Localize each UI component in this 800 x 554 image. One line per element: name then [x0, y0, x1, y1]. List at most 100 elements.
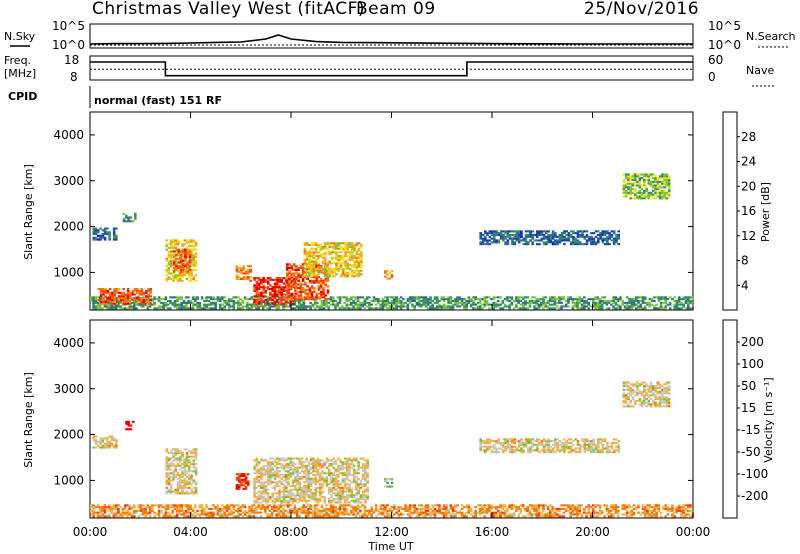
- heatmap-cell: [300, 507, 303, 510]
- heatmap-cell: [363, 504, 367, 507]
- heatmap-cell: [186, 252, 190, 255]
- heatmap-cell: [363, 301, 367, 304]
- heatmap-cell: [571, 307, 575, 310]
- heatmap-cell: [240, 270, 243, 273]
- heatmap-cell: [338, 301, 342, 304]
- heatmap-cell: [449, 307, 453, 310]
- heatmap-cell: [569, 507, 572, 510]
- heatmap-cell: [576, 506, 579, 509]
- heatmap-cell: [478, 301, 482, 304]
- heatmap-cell: [665, 193, 669, 196]
- heatmap-cell: [424, 299, 428, 302]
- heatmap-cell: [474, 307, 477, 310]
- heatmap-cell: [270, 511, 274, 514]
- heatmap-cell: [363, 303, 367, 306]
- heatmap-cell: [255, 511, 258, 514]
- heatmap-cell: [370, 506, 373, 509]
- heatmap-cell: [238, 485, 241, 488]
- heatmap-cell: [326, 298, 330, 301]
- heatmap-cell: [169, 457, 173, 460]
- heatmap-cell: [454, 513, 457, 516]
- heatmap-cell: [285, 481, 288, 484]
- heatmap-cell: [298, 497, 302, 500]
- heatmap-cell: [648, 298, 652, 301]
- heatmap-cell: [287, 475, 290, 478]
- heatmap-cell: [278, 284, 281, 287]
- heatmap-cell: [317, 276, 321, 279]
- heatmap-cell: [167, 259, 171, 262]
- heatmap-cell: [652, 186, 655, 189]
- colorbar-tick-label: 20: [741, 179, 756, 193]
- heatmap-cell: [289, 507, 292, 510]
- heatmap-cell: [339, 262, 343, 265]
- heatmap-cell: [327, 305, 330, 308]
- heatmap-cell: [194, 470, 198, 473]
- heatmap-cell: [275, 278, 279, 281]
- heatmap-cell: [182, 504, 186, 507]
- heatmap-cell: [680, 511, 683, 514]
- heatmap-cell: [271, 299, 274, 302]
- heatmap-cell: [194, 452, 198, 455]
- heatmap-cell: [142, 511, 145, 514]
- heatmap-cell: [628, 301, 631, 304]
- heatmap-cell: [417, 507, 421, 510]
- heatmap-cell: [478, 298, 482, 301]
- heatmap-cell: [300, 299, 303, 302]
- heatmap-cell: [169, 485, 173, 488]
- freq-line: [90, 61, 693, 77]
- heatmap-cell: [285, 488, 288, 491]
- heatmap-cell: [165, 490, 168, 493]
- heatmap-cell: [122, 288, 125, 291]
- velocity-heatmap: [90, 381, 695, 518]
- heatmap-cell: [255, 463, 259, 466]
- heatmap-cell: [264, 459, 268, 462]
- heatmap-cell: [320, 303, 324, 306]
- heatmap-cell: [454, 504, 457, 507]
- heatmap-cell: [684, 301, 688, 304]
- heatmap-cell: [646, 513, 649, 516]
- heatmap-cell: [449, 504, 453, 507]
- heatmap-cell: [294, 494, 297, 497]
- heatmap-cell: [244, 478, 248, 481]
- heatmap-cell: [119, 513, 122, 516]
- heatmap-cell: [650, 303, 654, 306]
- heatmap-cell: [354, 301, 358, 304]
- heatmap-cell: [234, 504, 238, 507]
- heatmap-cell: [303, 249, 307, 252]
- heatmap-cell: [149, 288, 153, 291]
- heatmap-cell: [174, 475, 177, 478]
- heatmap-cell: [353, 244, 356, 247]
- heatmap-cell: [531, 233, 534, 236]
- heatmap-cell: [659, 296, 663, 299]
- heatmap-cell: [167, 263, 171, 266]
- heatmap-cell: [542, 507, 545, 510]
- heatmap-cell: [275, 481, 279, 484]
- heatmap-cell: [680, 298, 683, 301]
- heatmap-cell: [181, 453, 184, 456]
- heatmap-cell: [479, 237, 482, 240]
- heatmap-cell: [524, 237, 528, 240]
- heatmap-cell: [169, 515, 172, 518]
- heatmap-cell: [508, 235, 512, 238]
- heatmap-cell: [299, 285, 303, 288]
- heatmap-cell: [241, 515, 245, 518]
- heatmap-cell: [510, 507, 514, 510]
- heatmap-cell: [184, 263, 187, 266]
- heatmap-cell: [640, 193, 644, 196]
- heatmap-cell: [278, 475, 281, 478]
- heatmap-cell: [298, 483, 302, 486]
- heatmap-cell: [174, 492, 177, 495]
- heatmap-cell: [234, 301, 238, 304]
- heatmap-cell: [115, 444, 118, 447]
- heatmap-cell: [257, 302, 261, 305]
- heatmap-cell: [661, 180, 664, 183]
- heatmap-cell: [635, 298, 638, 301]
- heatmap-cell: [350, 506, 353, 509]
- heatmap-cell: [194, 448, 198, 451]
- heatmap-cell: [460, 303, 464, 306]
- heatmap-cell: [317, 255, 320, 258]
- heatmap-cell: [296, 501, 299, 504]
- heatmap-cell: [336, 303, 340, 306]
- heatmap-cell: [186, 250, 190, 253]
- heatmap-cell: [324, 283, 327, 286]
